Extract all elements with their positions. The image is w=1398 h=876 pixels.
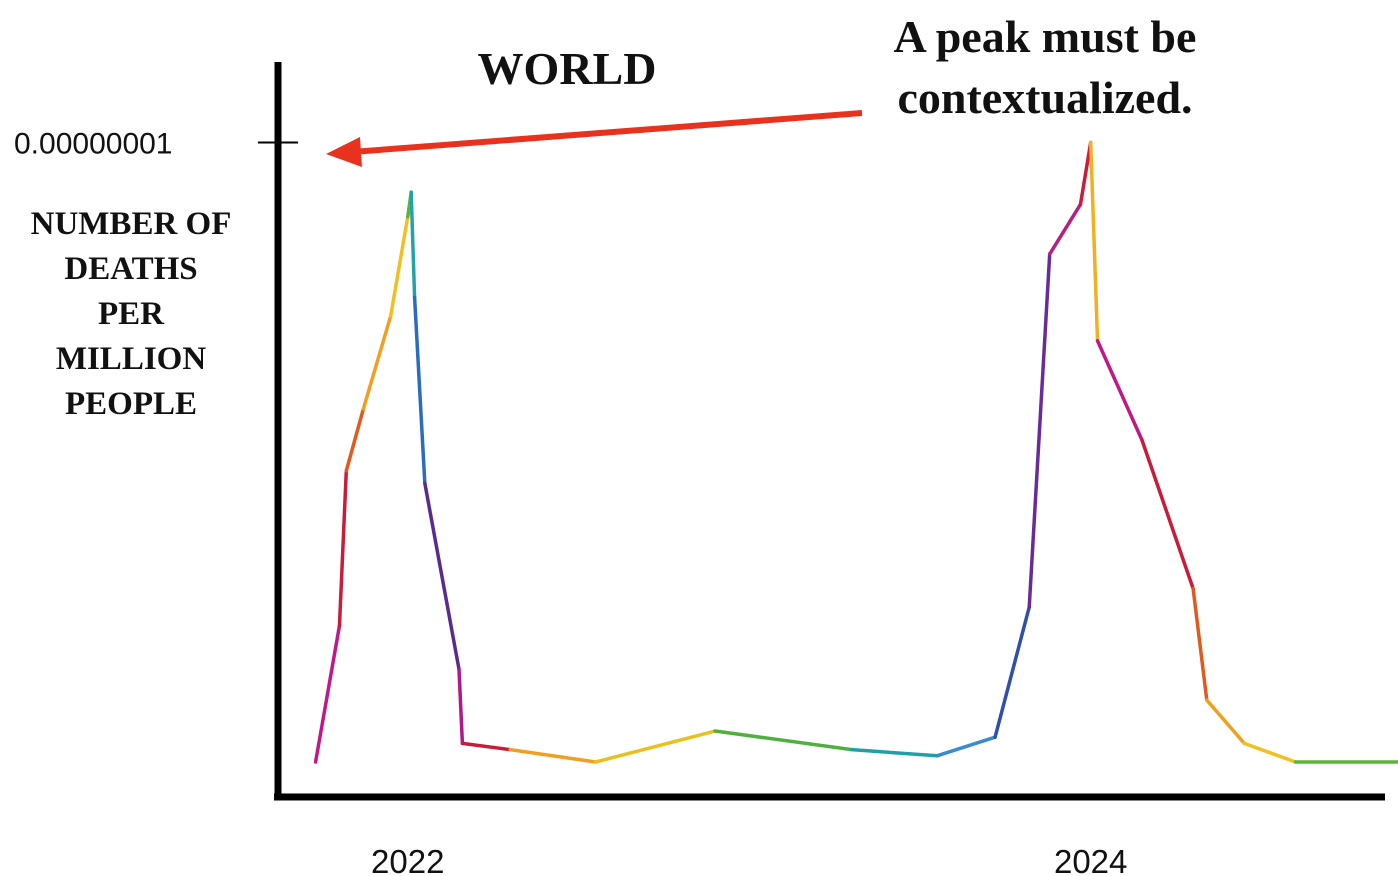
series-line-segment xyxy=(313,623,342,764)
y-axis-label-line-2: DEATHS xyxy=(64,251,197,287)
annotation-line-1: A peak must be xyxy=(894,11,1197,62)
x-tick-label: 2022 xyxy=(371,843,444,876)
series-line-segment xyxy=(1047,202,1083,256)
axes xyxy=(274,62,1385,801)
series-line-segment xyxy=(935,735,997,758)
series-line-segment xyxy=(457,667,465,746)
series-line-segment xyxy=(993,605,1031,739)
series-line-segment xyxy=(361,314,393,411)
series-line-segment xyxy=(423,481,461,671)
y-tick-label: 0.00000001 xyxy=(14,128,173,161)
series-line-segment xyxy=(1191,586,1209,702)
annotation: A peak must be contextualized. xyxy=(326,11,1196,167)
series-line-segment xyxy=(1078,140,1093,207)
y-axis-label-line-1: NUMBER OF xyxy=(31,206,232,242)
ticks: 0.00000001 2022 2024 xyxy=(14,128,1127,876)
series-line-segment xyxy=(1095,339,1144,442)
series-line-segment xyxy=(593,729,717,764)
series-line-segment xyxy=(1027,252,1052,609)
chart-title: WORLD xyxy=(478,43,657,94)
y-axis-label-line-4: MILLION xyxy=(56,341,207,377)
y-axis-label-line-5: PEOPLE xyxy=(65,386,197,422)
series-line-segment xyxy=(388,215,410,318)
series-line-segment xyxy=(713,729,854,752)
x-tick-label: 2024 xyxy=(1054,843,1127,876)
series-line-segment xyxy=(1140,438,1195,591)
y-axis-label-line-3: PER xyxy=(98,296,165,332)
series xyxy=(313,140,1398,764)
series-line-segment xyxy=(409,190,417,300)
annotation-line-2: contextualized. xyxy=(897,72,1192,123)
annotation-arrow-shaft xyxy=(351,110,863,155)
series-line-segment xyxy=(344,407,366,473)
annotation-arrow-head xyxy=(326,137,362,167)
series-line-segment xyxy=(1205,698,1247,746)
series-line-segment xyxy=(1088,140,1100,343)
series-line-segment xyxy=(849,747,939,758)
series-line-segment xyxy=(412,295,427,485)
series-line-segment xyxy=(508,747,598,764)
y-axis-label: NUMBER OF DEATHS PER MILLION PEOPLE xyxy=(31,206,232,422)
series-line-segment xyxy=(460,741,512,752)
series-line-segment xyxy=(1242,741,1298,764)
series-line-segment xyxy=(337,469,349,628)
